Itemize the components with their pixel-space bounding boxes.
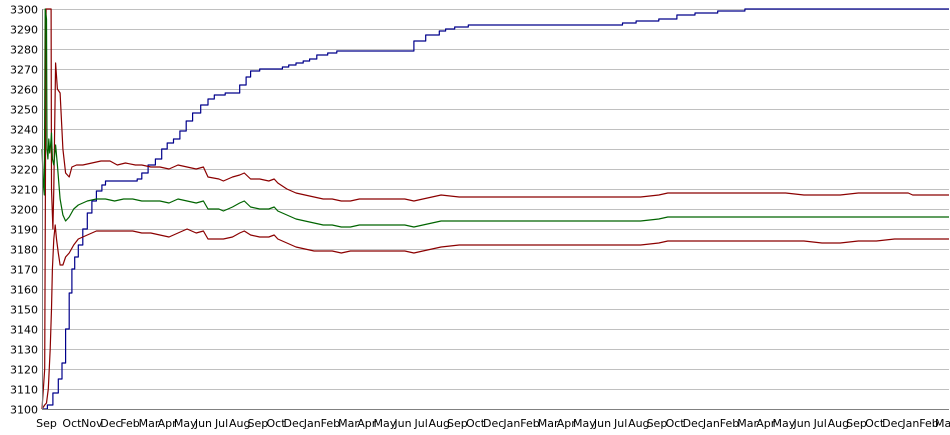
x-tick-label: Dec [483,417,504,430]
x-tick-label: Jan [303,417,321,430]
x-tick-label: Sep [846,417,867,430]
x-tick-label: Oct [466,417,486,430]
y-tick-label: 3300 [10,4,38,17]
series-line-1 [42,8,949,410]
x-tick-label: Feb [321,417,340,430]
y-tick-label: 3280 [10,44,38,57]
y-axis-tick-labels: 3100 3110 3120 3130 3140 3150 3160 3170 3180 3190… [10,4,38,417]
x-tick-label: Apr [756,417,776,430]
x-tick-label: Jul [613,417,627,430]
y-tick-label: 3290 [10,24,38,37]
y-tick-label: 3180 [10,244,38,257]
x-tick-label: Mar [737,417,758,430]
y-tick-label: 3160 [10,284,38,297]
x-tick-label: Apr [557,417,577,430]
x-tick-label: Jun [393,417,411,430]
x-tick-label: Jul [413,417,427,430]
x-tick-label: Aug [229,417,250,430]
x-tick-label: Jun [194,417,212,430]
x-tick-label: Feb [919,417,938,430]
x-tick-label: Oct [266,417,286,430]
x-tick-label: Jul [214,417,228,430]
x-tick-label: Apr [158,417,178,430]
y-tick-label: 3110 [10,384,38,397]
y-tick-label: 3220 [10,164,38,177]
y-tick-label: 3250 [10,104,38,117]
x-tick-label: Apr [357,417,377,430]
y-tick-label: 3190 [10,224,38,237]
x-tick-label: Jan [502,417,520,430]
series-line-3 [41,8,949,228]
y-tick-label: 3140 [10,324,38,337]
x-tick-label: May [174,417,197,430]
x-tick-label: May [373,417,396,430]
x-tick-label: Jun [593,417,611,430]
x-tick-label: Feb [120,417,139,430]
horizontal-gridlines [42,9,949,410]
x-tick-label: Jun [792,417,810,430]
y-tick-label: 3210 [10,184,38,197]
x-tick-label: Sep [247,417,268,430]
y-tick-label: 3230 [10,144,38,157]
x-tick-label: Sep [647,417,668,430]
x-tick-label: Feb [520,417,539,430]
x-tick-label: Oct [62,417,82,430]
y-tick-label: 3130 [10,344,38,357]
y-tick-label: 3260 [10,84,38,97]
x-tick-label: Mar [935,417,950,430]
x-tick-label: Nov [81,417,103,430]
x-tick-label: Mar [338,417,359,430]
x-tick-label: Dec [683,417,704,430]
x-tick-label: Aug [828,417,849,430]
x-tick-label: Dec [283,417,304,430]
x-tick-label: May [573,417,596,430]
y-tick-label: 3270 [10,64,38,77]
x-tick-label: Sep [447,417,468,430]
x-tick-label: Feb [720,417,739,430]
x-tick-label: May [773,417,796,430]
y-tick-label: 3120 [10,364,38,377]
x-tick-label: Dec [100,417,121,430]
x-tick-label: Dec [882,417,903,430]
x-tick-label: Mar [139,417,160,430]
x-tick-label: Mar [538,417,559,430]
y-tick-label: 3170 [10,264,38,277]
x-tick-label: Jul [813,417,827,430]
x-tick-label: Jan [901,417,919,430]
x-tick-label: Aug [429,417,450,430]
x-tick-label: Oct [865,417,885,430]
x-tick-label: Jan [702,417,720,430]
x-tick-label: Aug [628,417,649,430]
series-line-4 [41,224,949,410]
y-tick-label: 3240 [10,124,38,137]
x-tick-label: Sep [36,417,57,430]
y-tick-label: 3200 [10,204,38,217]
y-tick-label: 3150 [10,304,38,317]
series-line-2 [41,8,949,410]
y-tick-label: 3100 [10,404,38,417]
x-tick-label: Oct [666,417,686,430]
series-lines [41,8,949,410]
